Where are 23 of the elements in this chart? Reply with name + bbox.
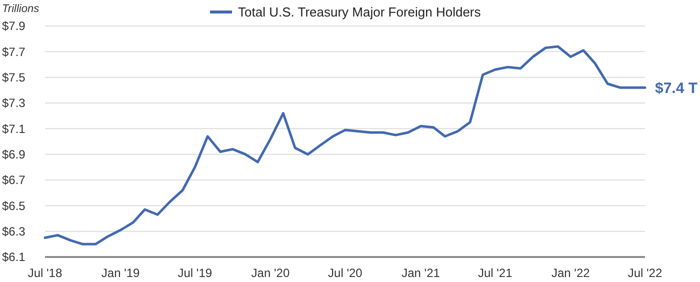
y-tick-label: $7.5 xyxy=(2,70,26,85)
legend-label: Total U.S. Treasury Major Foreign Holders xyxy=(238,4,482,20)
y-axis-title: Trillions xyxy=(2,3,40,15)
x-tick-label: Jan '19 xyxy=(101,266,140,280)
annotation: $7.4 T xyxy=(655,80,698,97)
x-tick-label: Jul '20 xyxy=(328,266,363,280)
x-tick-label: Jan '21 xyxy=(402,266,440,280)
y-tick-label: $6.9 xyxy=(2,148,26,162)
x-tick-label: Jan '20 xyxy=(251,266,290,280)
y-tick-label: $6.1 xyxy=(2,250,26,264)
y-tick-label: $6.5 xyxy=(2,198,26,213)
x-tick-label: Jul '22 xyxy=(628,266,662,280)
y-tick-label: $7.1 xyxy=(2,122,26,136)
y-tick-label: $6.7 xyxy=(2,173,26,188)
y-tick-label: $7.3 xyxy=(2,96,26,110)
x-tick-label: Jul '18 xyxy=(28,266,62,280)
y-tick-label: $7.7 xyxy=(2,44,26,59)
line-series xyxy=(44,45,646,246)
y-tick-label: $6.3 xyxy=(2,224,26,239)
x-tick-label: Jan '22 xyxy=(552,266,590,280)
x-tick-label: Jul '19 xyxy=(178,266,212,280)
y-tick-label: $7.9 xyxy=(2,19,26,34)
x-tick-label: Jul '21 xyxy=(478,266,513,280)
